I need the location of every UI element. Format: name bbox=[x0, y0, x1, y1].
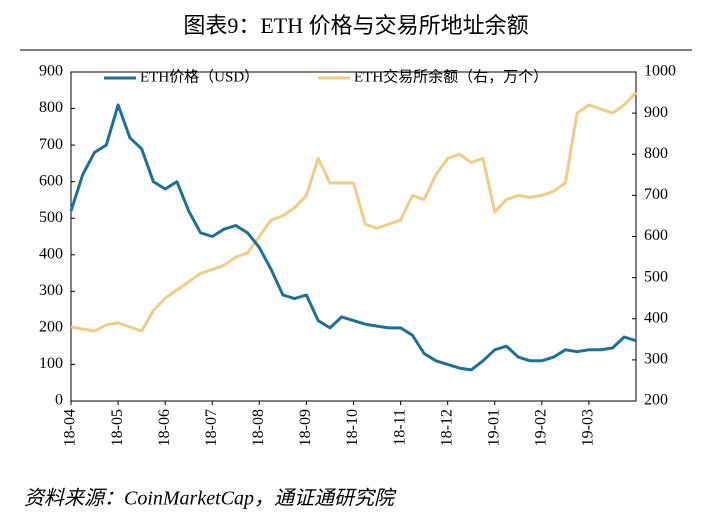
y-tick-label: 100 bbox=[39, 355, 63, 372]
y2-tick-label: 500 bbox=[644, 268, 668, 285]
y2-tick-label: 800 bbox=[644, 145, 668, 162]
y2-tick-label: 400 bbox=[644, 309, 668, 326]
y2-tick-label: 700 bbox=[644, 186, 668, 203]
y-tick-label: 400 bbox=[39, 245, 63, 262]
series-line bbox=[70, 91, 638, 333]
y-tick-label: 200 bbox=[39, 319, 63, 336]
x-tick-label: 18-05 bbox=[109, 409, 126, 446]
legend-label: ETH交易所余额（右，万个） bbox=[354, 67, 548, 85]
source: 资料来源：CoinMarketCap，通证通研究院 bbox=[24, 488, 397, 510]
y-tick-label: 300 bbox=[39, 282, 63, 299]
y-tick-label: 800 bbox=[39, 99, 63, 116]
series-line bbox=[69, 103, 637, 372]
y2-tick-label: 1000 bbox=[644, 63, 676, 80]
y2-tick-label: 600 bbox=[644, 227, 668, 244]
x-tick-label: 19-02 bbox=[533, 409, 550, 446]
y-tick-label: 500 bbox=[39, 209, 63, 226]
x-tick-label: 18-09 bbox=[297, 409, 314, 446]
legend-label: ETH价格（USD） bbox=[140, 68, 259, 85]
x-tick-label: 18-04 bbox=[62, 409, 79, 446]
x-tick-label: 19-03 bbox=[580, 409, 597, 446]
y2-tick-label: 300 bbox=[644, 351, 668, 368]
x-tick-label: 18-07 bbox=[203, 409, 220, 446]
y-tick-label: 700 bbox=[39, 136, 63, 153]
x-tick-label: 18-08 bbox=[250, 409, 267, 446]
y-tick-label: 0 bbox=[55, 392, 63, 409]
x-tick-label: 18-11 bbox=[391, 409, 408, 446]
y-tick-label: 600 bbox=[39, 172, 63, 189]
chart-title: 图表9：ETH 价格与交易所地址余额 bbox=[183, 13, 528, 38]
x-tick-label: 18-12 bbox=[438, 409, 455, 446]
x-tick-label: 18-06 bbox=[156, 409, 173, 446]
x-tick-label: 18-10 bbox=[344, 409, 361, 446]
plot-frame bbox=[70, 71, 637, 402]
y2-tick-label: 200 bbox=[644, 392, 668, 409]
y2-tick-label: 900 bbox=[644, 104, 668, 121]
x-tick-label: 19-01 bbox=[485, 409, 502, 446]
y-tick-label: 900 bbox=[39, 63, 63, 80]
